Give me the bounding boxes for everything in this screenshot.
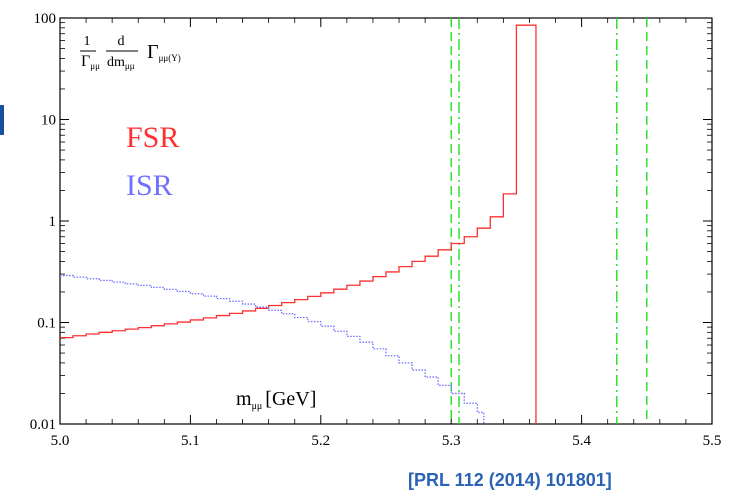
vertical-lines [450, 18, 648, 424]
y-tick-label: 10 [41, 113, 56, 129]
y-tick-label: 0.01 [30, 417, 56, 433]
legend-fsr: FSR [126, 121, 179, 154]
series-isr [60, 274, 485, 424]
ylabel-frac2-num: d [118, 34, 125, 49]
x-tick-label: 5.3 [442, 433, 461, 449]
series-fsr [60, 24, 537, 424]
plot-frame [59, 17, 713, 425]
ylabel-frac2-den: dmμμ [107, 55, 135, 71]
y-axis-label: 1 Γμμ d dmμμ Γμμ(Υ) [80, 34, 181, 71]
citation: [PRL 112 (2014) 101801] [408, 470, 612, 490]
y-tick-label: 100 [34, 11, 57, 27]
x-tick-label: 5.1 [181, 433, 200, 449]
legend-isr: ISR [126, 169, 173, 202]
y-tick-label: 0.1 [37, 316, 56, 332]
x-axis-label: mμμ [GeV] [236, 388, 316, 412]
x-tick-label: 5.2 [311, 433, 330, 449]
ylabel-gamma: Γμμ(Υ) [147, 41, 181, 63]
ylabel-frac1-den: Γμμ [81, 53, 100, 71]
axes [59, 17, 713, 425]
y-tick-label: 1 [49, 214, 57, 230]
ticks: 0.01 0.1 1 10 100 5.0 5.1 5.2 5.3 5.4 5.5 [30, 11, 722, 449]
x-tick-label: 5.0 [51, 433, 70, 449]
x-tick-label: 5.5 [703, 433, 722, 449]
x-tick-label: 5.4 [572, 433, 591, 449]
series-lines [60, 24, 537, 424]
edge-marker [0, 105, 4, 135]
ylabel-frac1-num: 1 [84, 34, 91, 49]
